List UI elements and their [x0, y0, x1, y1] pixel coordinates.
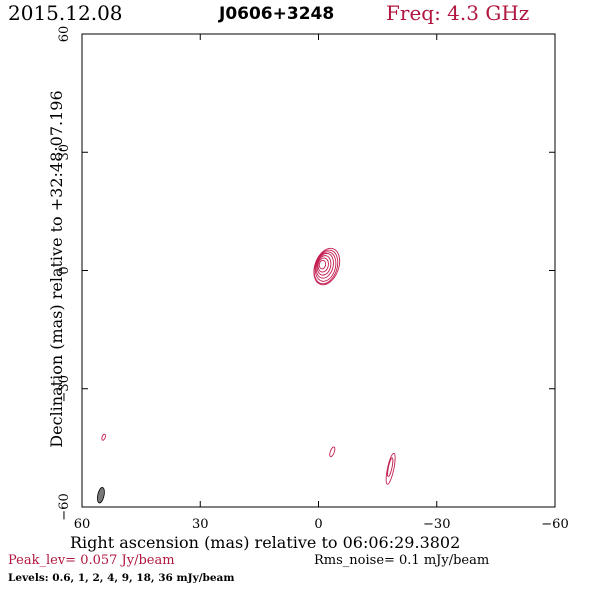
header-source-name: J0606+3248 — [219, 4, 335, 24]
x-tick-labels: 60 30 0 −30 −60 — [74, 517, 569, 532]
header-date: 2015.12.08 — [8, 1, 123, 25]
contour-1-1 — [387, 457, 394, 477]
header-frequency: Freq: 4.3 GHz — [386, 1, 530, 25]
x-tick-label-4: −60 — [541, 517, 568, 532]
contour-1-0 — [385, 452, 396, 485]
source-component-0 — [313, 247, 341, 286]
beam-layer — [97, 487, 105, 504]
contour-2-0 — [329, 446, 336, 458]
contour-0-5 — [317, 257, 329, 273]
contour-0-6 — [318, 259, 327, 270]
x-tick-label-3: −30 — [423, 517, 450, 532]
rms-noise-text: Rms_noise= 0.1 mJy/beam — [314, 553, 490, 568]
y-tick-label-1: 30 — [57, 144, 72, 161]
contour-0-1 — [313, 249, 339, 285]
y-tick-label-2: 0 — [57, 266, 72, 274]
contour-3-0 — [101, 433, 106, 441]
y-tick-label-3: −30 — [57, 375, 72, 402]
x-tick-label-0: 60 — [74, 517, 91, 532]
x-tick-label-1: 30 — [192, 517, 209, 532]
restoring-beam — [97, 487, 105, 504]
source-component-1 — [385, 452, 396, 485]
source-component-2 — [329, 446, 336, 458]
y-tick-label-0: 60 — [57, 26, 72, 43]
contour-layer — [101, 247, 396, 485]
y-tick-label-4: −60 — [57, 493, 72, 520]
source-component-3 — [101, 433, 106, 441]
peak-level-text: Peak_lev= 0.057 Jy/beam — [8, 553, 175, 568]
contour-0-2 — [314, 251, 337, 282]
axis-ticks — [81, 33, 556, 508]
contour-0-3 — [315, 252, 334, 279]
plot-frame — [81, 33, 556, 508]
contour-0-4 — [316, 255, 332, 276]
x-tick-label-2: 0 — [314, 517, 322, 532]
x-axis-label: Right ascension (mas) relative to 06:06:… — [70, 533, 461, 552]
contour-levels-text: Levels: 0.6, 1, 2, 4, 9, 18, 36 mJy/beam — [8, 572, 235, 584]
y-tick-labels: 60 30 0 −30 −60 — [57, 26, 72, 521]
y-axis-label: Declination (mas) relative to +32:48:07.… — [47, 90, 66, 448]
